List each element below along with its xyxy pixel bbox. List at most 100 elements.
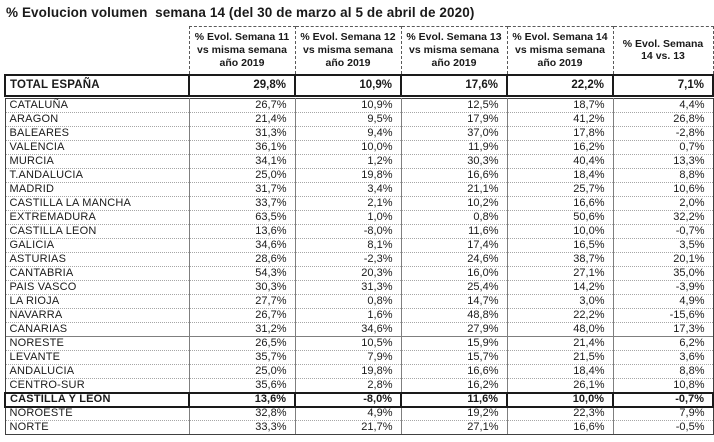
region-name: ASTURIAS xyxy=(4,252,190,267)
value-cell: 14,7% xyxy=(400,294,508,309)
value-cell: 16,2% xyxy=(400,378,508,393)
value-cell: 35,7% xyxy=(188,350,296,365)
value-cell: 34,6% xyxy=(188,238,296,253)
value-cell: 11,6% xyxy=(400,391,508,408)
region-name: PAIS VASCO xyxy=(4,280,190,295)
value-cell: 34,1% xyxy=(188,154,296,169)
value-cell: 10,0% xyxy=(294,140,402,155)
value-cell: 3,5% xyxy=(612,238,714,253)
region-name: CENTRO-SUR xyxy=(4,378,190,393)
value-cell: 27,1% xyxy=(506,266,614,281)
region-name: NORESTE xyxy=(4,336,190,351)
value-cell: 7,9% xyxy=(294,350,402,365)
column-header-semana12: % Evol. Semana 12 vs misma semana año 20… xyxy=(294,26,402,75)
value-cell: 31,3% xyxy=(188,126,296,141)
value-cell: 20,1% xyxy=(612,252,714,267)
value-cell: 40,4% xyxy=(506,154,614,169)
value-cell: 13,3% xyxy=(612,154,714,169)
value-cell: 8,8% xyxy=(612,168,714,183)
value-cell: 15,9% xyxy=(400,336,508,351)
value-cell: 10,8% xyxy=(612,378,714,393)
table-row: PAIS VASCO 30,3% 31,3% 25,4% 14,2% -3,9% xyxy=(4,280,714,295)
value-cell: 1,0% xyxy=(294,210,402,225)
region-name: BALEARES xyxy=(4,126,190,141)
table-row: CANARIAS 31,2% 34,6% 27,9% 48,0% 17,3% xyxy=(4,322,714,337)
value-cell: 10,2% xyxy=(400,196,508,211)
spacer-row xyxy=(5,95,713,99)
value-cell: 3,4% xyxy=(294,182,402,197)
value-cell: 28,6% xyxy=(188,252,296,267)
value-cell: 9,4% xyxy=(294,126,402,141)
value-cell: 50,6% xyxy=(506,210,614,225)
value-cell: 2,0% xyxy=(612,196,714,211)
value-cell: 10,5% xyxy=(294,336,402,351)
value-cell: 17,6% xyxy=(400,73,508,97)
table-row: VALENCIA 36,1% 10,0% 11,9% 16,2% 0,7% xyxy=(4,140,714,155)
value-cell: 7,1% xyxy=(612,73,714,97)
value-cell: 48,8% xyxy=(400,308,508,323)
value-cell: 26,5% xyxy=(188,336,296,351)
value-cell: 27,9% xyxy=(400,322,508,337)
value-cell: 16,6% xyxy=(400,364,508,379)
table-row: CASTILLA LA MANCHA 33,7% 2,1% 10,2% 16,6% 2,0… xyxy=(4,196,714,211)
value-cell: -2,3% xyxy=(294,252,402,267)
value-cell: 35,6% xyxy=(188,378,296,393)
value-cell: 34,6% xyxy=(294,322,402,337)
value-cell: 2,8% xyxy=(294,378,402,393)
value-cell: 31,7% xyxy=(188,182,296,197)
value-cell: 35,0% xyxy=(612,266,714,281)
value-cell: 48,0% xyxy=(506,322,614,337)
value-cell: 0,7% xyxy=(612,140,714,155)
table-row: CENTRO-SUR 35,6% 2,8% 16,2% 26,1% 10,8% xyxy=(4,378,714,393)
value-cell: 10,0% xyxy=(506,224,614,239)
value-cell: 54,3% xyxy=(188,266,296,281)
value-cell: 16,5% xyxy=(506,238,614,253)
table-row: LA RIOJA 27,7% 0,8% 14,7% 3,0% 4,9% xyxy=(4,294,714,309)
value-cell: 16,0% xyxy=(400,266,508,281)
value-cell: 9,5% xyxy=(294,112,402,127)
value-cell: 17,4% xyxy=(400,238,508,253)
region-name: CASTILLA Y LEON xyxy=(4,391,190,408)
value-cell: 25,7% xyxy=(506,182,614,197)
table-row: MADRID 31,7% 3,4% 21,1% 25,7% 10,6% xyxy=(4,182,714,197)
value-cell: 19,8% xyxy=(294,364,402,379)
page-title: % Evolucion volumen semana 14 (del 30 de… xyxy=(6,5,475,20)
value-cell: 17,9% xyxy=(400,112,508,127)
value-cell: 25,4% xyxy=(400,280,508,295)
value-cell: -8,0% xyxy=(294,224,402,239)
value-cell: 4,4% xyxy=(612,98,714,113)
table-row: CASTILLA Y LEON 13,6% -8,0% 11,6% 10,0% -0,7% xyxy=(4,391,714,408)
value-cell: 11,6% xyxy=(400,224,508,239)
value-cell: 15,7% xyxy=(400,350,508,365)
value-cell: 29,8% xyxy=(188,73,296,97)
value-cell: -2,8% xyxy=(612,126,714,141)
table-body: CATALUÑA 26,7% 10,9% 12,5% 18,7% 4,4% ARAGON 21… xyxy=(4,98,714,435)
value-cell: 22,2% xyxy=(506,73,614,97)
total-row: TOTAL ESPAÑA 29,8% 10,9% 17,6% 22,2% 7,1… xyxy=(4,73,714,97)
table-row: BALEARES 31,3% 9,4% 37,0% 17,8% -2,8% xyxy=(4,126,714,141)
value-cell: 20,3% xyxy=(294,266,402,281)
table-row: ANDALUCIA 25,0% 19,8% 16,6% 18,4% 8,8% xyxy=(4,364,714,379)
value-cell: 16,6% xyxy=(400,168,508,183)
value-cell: 19,8% xyxy=(294,168,402,183)
value-cell: -0,5% xyxy=(612,420,714,435)
value-cell: 21,5% xyxy=(506,350,614,365)
value-cell: 41,2% xyxy=(506,112,614,127)
value-cell: 16,2% xyxy=(506,140,614,155)
region-name: CANTABRIA xyxy=(4,266,190,281)
region-name: NAVARRA xyxy=(4,308,190,323)
region-name: MURCIA xyxy=(4,154,190,169)
value-cell: -0,7% xyxy=(612,224,714,239)
value-cell: 16,6% xyxy=(506,420,614,435)
table-row: NOROESTE 32,8% 4,9% 19,2% 22,3% 7,9% xyxy=(4,406,714,421)
table-row: NAVARRA 26,7% 1,6% 48,8% 22,2% -15,6% xyxy=(4,308,714,323)
region-name: CATALUÑA xyxy=(4,98,190,113)
value-cell: 26,7% xyxy=(188,98,296,113)
value-cell: 4,9% xyxy=(612,294,714,309)
column-header-semana13: % Evol. Semana 13 vs misma semana año 20… xyxy=(400,26,508,75)
region-name: LEVANTE xyxy=(4,350,190,365)
value-cell: 24,6% xyxy=(400,252,508,267)
value-cell: 19,2% xyxy=(400,406,508,421)
value-cell: 11,9% xyxy=(400,140,508,155)
